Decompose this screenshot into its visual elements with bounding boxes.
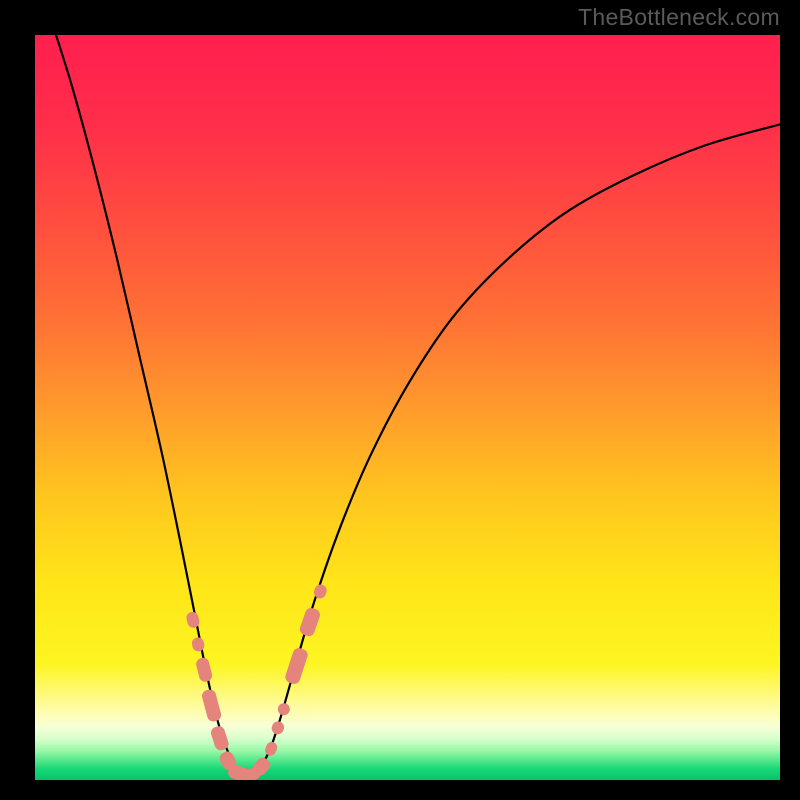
bottleneck-curve: [54, 28, 780, 777]
data-lozenge: [276, 702, 291, 717]
data-lozenge: [185, 611, 201, 629]
bottleneck-chart: TheBottleneck.com: [0, 0, 800, 800]
attribution-watermark: TheBottleneck.com: [578, 4, 780, 31]
data-lozenge: [191, 636, 206, 652]
data-lozenge: [270, 720, 286, 736]
data-lozenge: [298, 606, 321, 637]
data-lozenge: [201, 688, 223, 723]
data-lozenge: [263, 740, 279, 757]
data-lozenge: [284, 647, 309, 686]
data-lozenge: [195, 657, 213, 683]
chart-overlay: [0, 0, 800, 800]
